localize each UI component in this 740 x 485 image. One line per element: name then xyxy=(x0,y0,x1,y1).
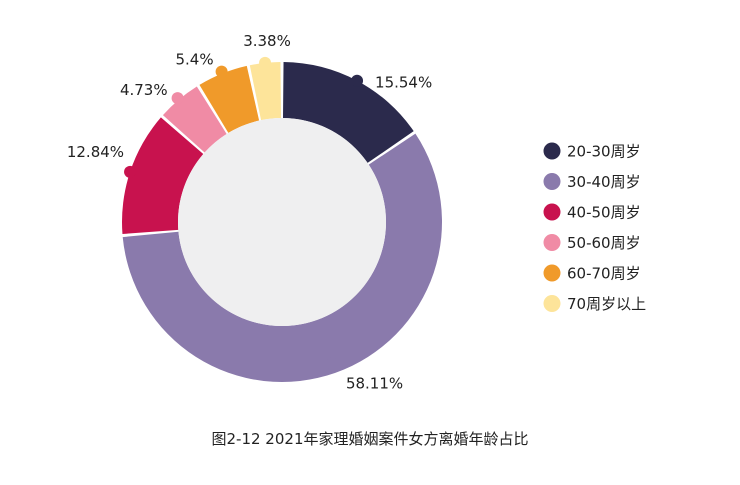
legend-label-30-40: 30-40周岁 xyxy=(567,173,641,191)
label-marker-70 xyxy=(259,56,272,69)
label-marker-60-70 xyxy=(215,65,228,78)
slice-40-50 xyxy=(122,117,204,235)
legend-swatch-30-40 xyxy=(543,173,561,190)
data-label-70: 3.38% xyxy=(243,32,291,50)
labels-layer: 15.54% 58.11% 12.84% 4.73% 5.4% 3.38% xyxy=(67,32,432,393)
legend-label-40-50: 40-50周岁 xyxy=(567,204,641,222)
slice-30-40 xyxy=(122,133,443,382)
legend-swatch-20-30 xyxy=(543,142,561,160)
slices-layer xyxy=(122,62,443,382)
slice-20-30 xyxy=(282,62,414,163)
label-marker-40-50 xyxy=(124,165,137,178)
legend-swatch-40-50 xyxy=(543,203,561,221)
legend-swatch-70 xyxy=(543,295,561,312)
legend-label-70: 70周岁以上 xyxy=(567,295,646,313)
data-label-20-30: 15.54% xyxy=(375,74,432,92)
legend-label-60-70: 60-70周岁 xyxy=(567,265,641,283)
donut-center xyxy=(178,118,386,326)
data-label-50-60: 4.73% xyxy=(120,81,168,99)
data-label-40-50: 12.84% xyxy=(67,143,124,161)
label-marker-30-40 xyxy=(325,357,338,370)
label-marker-20-30 xyxy=(351,74,364,87)
chart-caption: 图2-12 2021年家理婚姻案件女方离婚年龄占比 xyxy=(211,430,529,448)
label-marker-50-60 xyxy=(171,92,184,105)
legend-label-50-60: 50-60周岁 xyxy=(567,234,641,252)
slice-60-70 xyxy=(199,65,260,133)
data-label-30-40: 58.11% xyxy=(346,374,403,392)
data-label-60-70: 5.4% xyxy=(175,51,213,69)
slice-70 xyxy=(249,62,282,121)
legend-swatch-50-60 xyxy=(543,234,561,251)
legend: 20-30周岁 30-40周岁 40-50周岁 50-60周岁 60-70周岁 70周岁以… xyxy=(543,142,646,313)
legend-swatch-60-70 xyxy=(543,264,561,282)
legend-label-20-30: 20-30周岁 xyxy=(567,143,641,161)
markers-layer xyxy=(124,56,364,370)
